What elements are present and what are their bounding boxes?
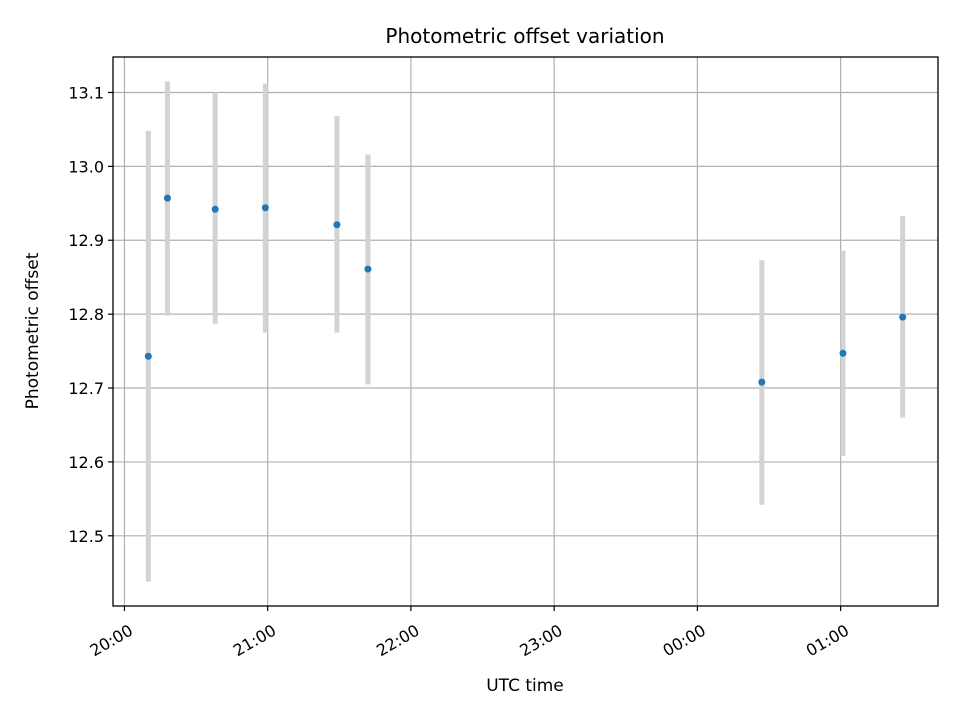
x-axis-label: UTC time [486, 676, 564, 696]
y-tick-label: 12.6 [68, 453, 104, 472]
y-tick-label: 12.5 [68, 527, 104, 546]
y-tick-label: 13.0 [68, 157, 104, 176]
data-point [364, 265, 372, 273]
y-tick-label: 13.1 [68, 83, 104, 102]
y-tick-label: 12.7 [68, 379, 104, 398]
data-points [144, 194, 907, 386]
data-point [163, 194, 171, 202]
data-point [839, 349, 847, 357]
y-axis-label: Photometric offset [23, 252, 43, 409]
data-point [261, 204, 269, 212]
y-tick-label: 12.9 [68, 231, 104, 250]
plot-frame [112, 56, 939, 607]
chart-title: Photometric offset variation [385, 24, 664, 48]
y-tick-label: 12.8 [68, 305, 104, 324]
data-point [144, 352, 152, 360]
data-point [211, 205, 219, 213]
data-point [758, 378, 766, 386]
data-point [899, 313, 907, 321]
data-point [333, 221, 341, 229]
